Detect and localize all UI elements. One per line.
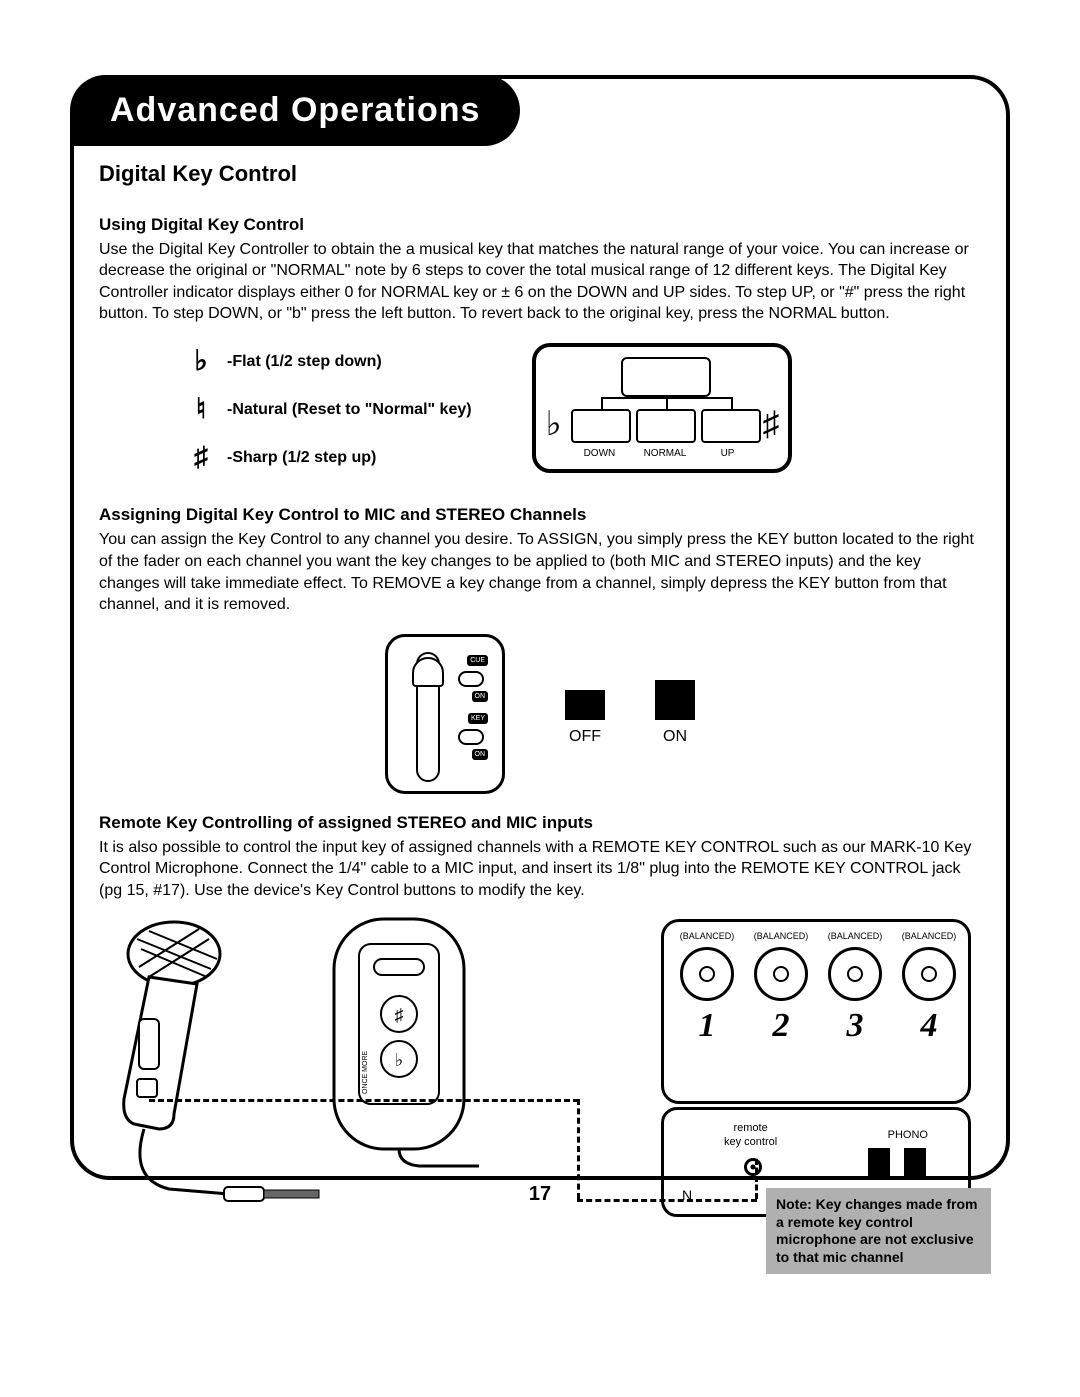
cable-dash-line <box>149 1099 579 1102</box>
flat-icon: ♭ <box>546 402 562 448</box>
jack-panel: (BALANCED) 1 (BALANCED) 2 (BALANCED) 3 (… <box>661 919 971 1104</box>
key-control-diagram: ♭ ♯ DOWN NORMAL UP <box>532 343 792 473</box>
flat-icon: ♭ <box>189 343 213 381</box>
connector-line <box>601 397 603 409</box>
down-label: DOWN <box>584 447 616 461</box>
symbol-legend: ♭ -Flat (1/2 step down) ♮ -Natural (Rese… <box>189 343 981 476</box>
phono-label: PHONO <box>888 1128 928 1143</box>
section3-heading: Remote Key Controlling of assigned STERE… <box>99 812 981 835</box>
onoff-diagram: OFF ON <box>565 680 695 748</box>
key-label: KEY <box>468 713 488 724</box>
jack-circle-icon <box>680 947 734 1001</box>
jack-num-3: 3 <box>820 1003 890 1049</box>
remote-control-icon: ♯ ♭ ONCE MORE <box>289 914 509 1174</box>
jack-4: (BALANCED) 4 <box>894 930 964 1048</box>
section1-body: Use the Digital Key Controller to obtain… <box>99 239 981 325</box>
off-icon <box>565 690 605 720</box>
off-label: OFF <box>569 726 601 748</box>
rca-jack-icon <box>904 1148 926 1178</box>
jack-circle-icon <box>828 947 882 1001</box>
jack-circle-icon <box>754 947 808 1001</box>
section3-body: It is also possible to control the input… <box>99 837 981 902</box>
page-content: Digital Key Control Using Digital Key Co… <box>74 79 1006 1259</box>
rca-jack-icon <box>868 1148 890 1178</box>
normal-button <box>636 409 696 443</box>
legend-sharp-label: -Sharp (1/2 step up) <box>227 447 376 469</box>
cue-button <box>458 671 484 687</box>
connector-line <box>731 397 733 409</box>
jack-circle-icon <box>902 947 956 1001</box>
section2-body: You can assign the Key Control to any ch… <box>99 529 981 615</box>
section-title: Digital Key Control <box>99 159 981 189</box>
remote-key-control-label: remotekey control <box>724 1122 777 1148</box>
legend-flat-label: -Flat (1/2 step down) <box>227 351 382 373</box>
balanced-label: (BALANCED) <box>754 931 809 941</box>
sharp-icon: ♯ <box>189 439 213 477</box>
key-button <box>458 729 484 745</box>
channel-diagram: CUE ON KEY ON OFF ON <box>99 634 981 794</box>
connector-line <box>666 397 668 409</box>
down-button <box>571 409 631 443</box>
on-label: ON <box>663 726 687 748</box>
switch-off: OFF <box>565 690 605 748</box>
up-label: UP <box>721 447 735 461</box>
svg-text:ONCE MORE: ONCE MORE <box>362 1051 369 1095</box>
mini-jack-icon <box>744 1158 762 1176</box>
jack-2: (BALANCED) 2 <box>746 930 816 1048</box>
on-label: ON <box>472 749 489 760</box>
page-frame: Advanced Operations Digital Key Control … <box>70 75 1010 1180</box>
section2-heading: Assigning Digital Key Control to MIC and… <box>99 504 981 527</box>
legend-sharp: ♯ -Sharp (1/2 step up) <box>189 439 472 477</box>
jack-1: (BALANCED) 1 <box>672 930 742 1048</box>
page-title-tab: Advanced Operations <box>70 75 520 146</box>
jack-3: (BALANCED) 3 <box>820 930 890 1048</box>
svg-text:♯: ♯ <box>395 1005 404 1025</box>
on-icon <box>655 680 695 720</box>
legend-column: ♭ -Flat (1/2 step down) ♮ -Natural (Rese… <box>189 343 472 476</box>
jack-num-1: 1 <box>672 1003 742 1049</box>
natural-icon: ♮ <box>189 391 213 429</box>
cue-label: CUE <box>467 655 488 666</box>
on-label: ON <box>472 691 489 702</box>
balanced-label: (BALANCED) <box>680 931 735 941</box>
sharp-icon: ♯ <box>763 402 780 448</box>
balanced-label: (BALANCED) <box>828 931 883 941</box>
legend-natural-label: -Natural (Reset to "Normal" key) <box>227 399 472 421</box>
svg-text:♭: ♭ <box>395 1050 404 1070</box>
fader-knob <box>412 657 444 687</box>
page-number: 17 <box>74 1183 1006 1206</box>
normal-label: NORMAL <box>644 447 687 461</box>
jack-num-2: 2 <box>746 1003 816 1049</box>
legend-flat: ♭ -Flat (1/2 step down) <box>189 343 472 381</box>
legend-natural: ♮ -Natural (Reset to "Normal" key) <box>189 391 472 429</box>
jack-num-4: 4 <box>894 1003 964 1049</box>
key-display <box>621 357 711 397</box>
switch-on: ON <box>655 680 695 748</box>
balanced-label: (BALANCED) <box>902 931 957 941</box>
section1-heading: Using Digital Key Control <box>99 214 981 237</box>
up-button <box>701 409 761 443</box>
fader-box: CUE ON KEY ON <box>385 634 505 794</box>
